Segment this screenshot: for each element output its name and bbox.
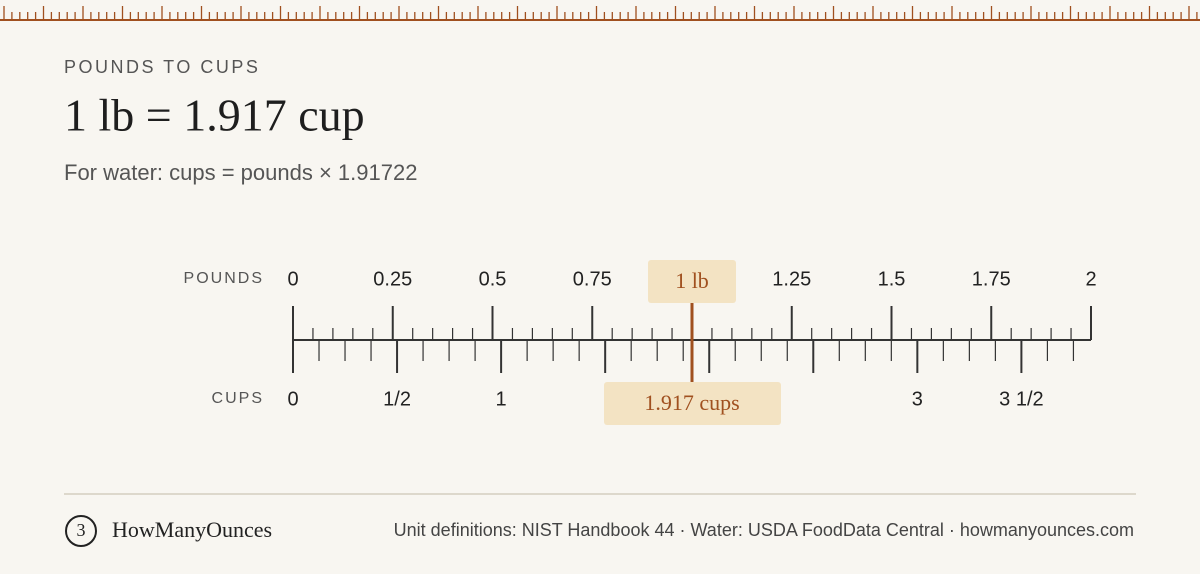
pound-tick-label: 1.25 <box>772 268 811 290</box>
cups-label: CUPS <box>212 390 264 407</box>
pound-tick-label: 1.5 <box>878 268 906 290</box>
formula: For water: cups = pounds × 1.91722 <box>64 160 417 185</box>
cup-tick-label: 3 1/2 <box>999 388 1043 410</box>
pound-tick-label: 2 <box>1085 268 1096 290</box>
result-label: 1.917 cups <box>644 390 739 415</box>
pound-tick-label: 0.75 <box>573 268 612 290</box>
cup-tick-label: 0 <box>287 388 298 410</box>
pound-tick-label: 0 <box>287 268 298 290</box>
pointer-label-box <box>648 260 736 303</box>
cup-tick-label: 1/2 <box>383 388 411 410</box>
pound-tick-label: 1.75 <box>972 268 1011 290</box>
title: 1 lb = 1.917 cup <box>64 90 365 141</box>
pounds-label: POUNDS <box>184 270 264 287</box>
pointer-label: 1 lb <box>675 268 709 293</box>
brand: HowManyOunces <box>112 517 272 542</box>
eyebrow: POUNDS TO CUPS <box>64 57 260 77</box>
source: Unit definitions: NIST Handbook 44 · Wat… <box>394 520 1134 540</box>
pound-tick-label: 0.5 <box>479 268 507 290</box>
cup-tick-label: 1 <box>496 388 507 410</box>
top-ruler <box>0 6 1200 21</box>
svg-text:3: 3 <box>77 520 86 540</box>
cup-tick-label: 3 <box>912 388 923 410</box>
pound-tick-label: 0.25 <box>373 268 412 290</box>
result-box <box>604 382 781 425</box>
logo: 3 <box>65 515 97 547</box>
